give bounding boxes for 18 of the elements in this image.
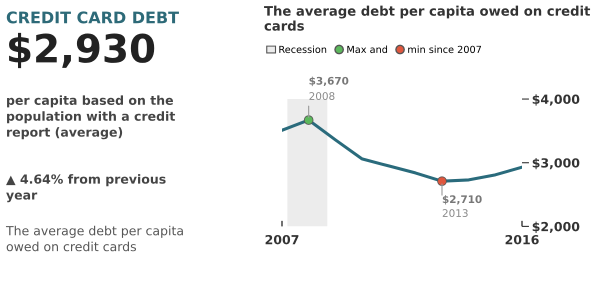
y-tick-label: $4,000 — [532, 94, 580, 106]
y-tick-label: $3,000 — [532, 158, 580, 170]
x-tick-label: 2007 — [266, 234, 298, 244]
text: CREDIT CARD DEBT — [6, 11, 179, 24]
text: The average debt per capita owed on credit cards — [6, 226, 183, 252]
chart-title: The average debt per capita owed on credit cards — [264, 6, 590, 31]
text: per capita based on the population with a credit report (average) — [7, 95, 176, 140]
annotation: 2008 — [309, 92, 334, 100]
legend-label: Max and — [347, 46, 388, 54]
text: ▲ 4.64% from previous year — [6, 174, 166, 202]
legend-label: min since 2007 — [408, 46, 482, 54]
y-tick-label: $2,000 — [532, 222, 580, 233]
data-label: $3,670 — [309, 76, 348, 86]
data-label: $2,710 — [442, 195, 482, 205]
legend-label: Recession — [279, 46, 326, 54]
x-tick-label: 2016 — [506, 234, 539, 244]
text: $2,930 — [9, 32, 154, 68]
annotation: 2013 — [442, 209, 468, 218]
